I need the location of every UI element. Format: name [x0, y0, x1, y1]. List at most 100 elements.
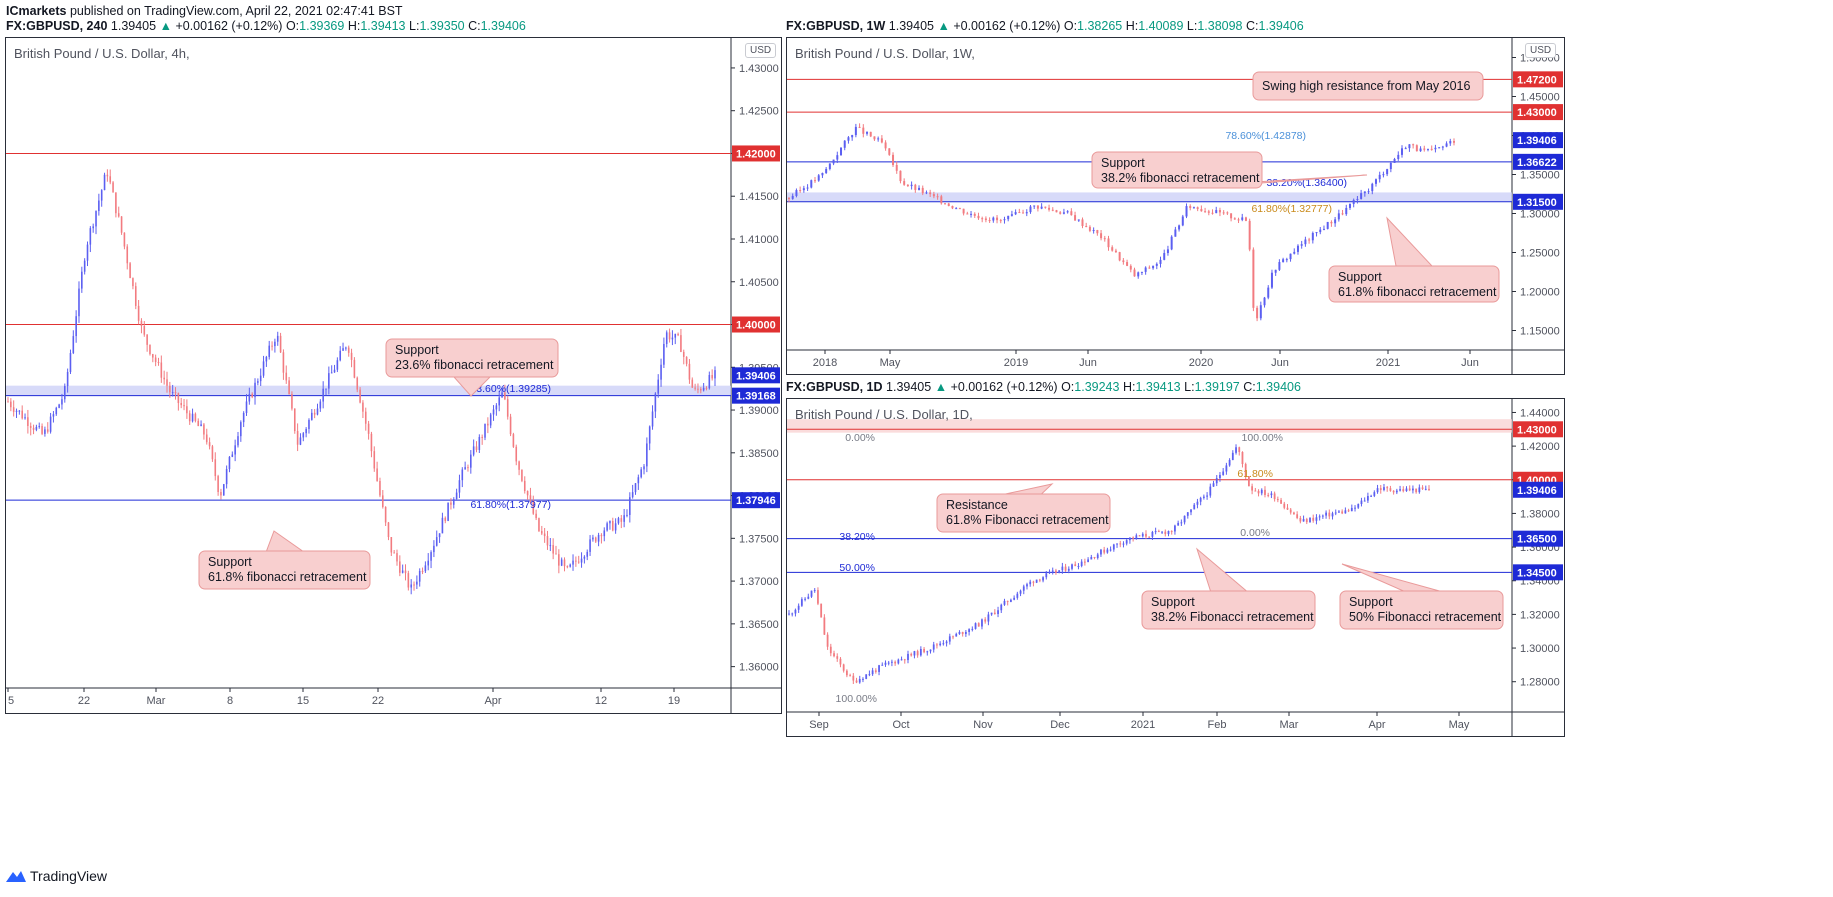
candle-body [274, 341, 276, 347]
y-tick-label: 1.43000 [739, 63, 779, 75]
candle-body [1051, 209, 1054, 211]
candle-body [614, 523, 617, 531]
candle-body [961, 632, 964, 635]
candle-body [237, 436, 239, 446]
candle-body [220, 492, 222, 496]
candle-body [836, 656, 839, 659]
symbol-label: FX:GBPUSD, 240 [6, 19, 108, 33]
x-tick-label: 2020 [1189, 357, 1213, 369]
callout-box [1252, 71, 1484, 101]
candle-body [1032, 581, 1035, 583]
x-tick-label: 8 [227, 695, 233, 707]
candle-body [1080, 561, 1083, 566]
candle-body [1357, 504, 1360, 508]
candle-body [345, 347, 347, 349]
candle-body [540, 531, 543, 534]
candle-body [629, 497, 631, 515]
candle-body [1325, 512, 1327, 516]
chart-canvas-4h[interactable]: 1.43000 1.42500 1.42000 1.41500 1.41000 1.405… [6, 38, 781, 713]
price-tag-label: 1.40000 [736, 320, 776, 332]
chart-panel-1d[interactable]: 1.440001.420001.400001.380001.360001.340… [786, 398, 1565, 737]
candle-body [977, 215, 980, 219]
candle-body [858, 126, 861, 128]
candle-body [1376, 488, 1379, 493]
price-tag-label: 1.47200 [1517, 74, 1557, 86]
candle-body [390, 537, 393, 553]
candle-body [1107, 238, 1110, 248]
candle-body [1181, 216, 1184, 226]
candle-body [72, 336, 75, 354]
candle-body [1402, 489, 1405, 492]
currency-badge[interactable]: USD [1525, 43, 1557, 58]
candle-body [1159, 259, 1162, 264]
candle-body [631, 492, 634, 498]
candle-body [945, 641, 948, 644]
chart-panel-4h[interactable]: 1.43000 1.42500 1.42000 1.41500 1.41000 1.405… [5, 37, 782, 714]
candle-body [328, 373, 330, 389]
candle-body [1114, 250, 1117, 253]
currency-badge[interactable]: USD [745, 43, 777, 58]
candle-body [191, 413, 194, 422]
chart-title: British Pound / U.S. Dollar, 1D, [795, 407, 973, 422]
candle-body [1088, 226, 1091, 231]
candle-body [804, 598, 806, 600]
y-tick-label: 1.15000 [1520, 326, 1560, 338]
candle-body [1395, 490, 1398, 493]
candle-body [1270, 493, 1273, 496]
candle-body [1077, 219, 1080, 221]
candle-body [1048, 571, 1051, 574]
candle-body [1228, 459, 1231, 466]
candle-body [942, 643, 945, 645]
candle-body [1244, 464, 1247, 477]
candle-body [410, 584, 412, 588]
chart-canvas-1w[interactable]: 1.500001.450001.400001.350001.300001.250… [787, 38, 1564, 374]
high-value: 1.39413 [1135, 380, 1181, 394]
low-value: 1.38098 [1197, 19, 1243, 33]
candle-body [208, 442, 211, 447]
candle-body [1276, 499, 1279, 501]
candle-body [814, 180, 817, 182]
candle-body [222, 484, 225, 496]
last-price: 1.39405 [886, 380, 932, 394]
candle-body [251, 393, 253, 398]
price-tag [732, 387, 780, 404]
chart-canvas-1d[interactable]: 1.440001.420001.400001.380001.360001.340… [787, 399, 1564, 736]
candle-body [589, 539, 591, 552]
candle-body [1264, 489, 1266, 495]
callout-pointer [265, 530, 305, 552]
candle-body [1218, 210, 1221, 213]
y-tick-label: 1.30000 [1520, 209, 1560, 221]
candle-body [1189, 206, 1192, 209]
candle-body [24, 417, 26, 419]
candle-body [1204, 211, 1207, 213]
y-tick-label: 1.45000 [1520, 92, 1560, 104]
candle-body [504, 392, 506, 400]
candle-body [955, 633, 958, 637]
tradingview-brand[interactable]: TradingView [6, 868, 107, 884]
candle-body [1018, 212, 1021, 214]
candle-body [921, 187, 924, 194]
x-tick-label: Oct [892, 719, 909, 731]
candle-body [640, 469, 642, 478]
candle-body [791, 195, 794, 199]
candle-body [1100, 233, 1103, 239]
callout-text: 38.2% fibonacci retracement [1101, 171, 1260, 185]
candle-body [438, 533, 441, 538]
x-tick-label: Jun [1461, 357, 1479, 369]
candle-body [884, 662, 887, 665]
change-value: +0.00162 (+0.12%) [175, 19, 283, 33]
candle-body [800, 599, 803, 606]
candle-body [1019, 590, 1022, 594]
candle-body [1211, 212, 1214, 214]
candle-body [1066, 211, 1069, 213]
callout-text: 50% Fibonacci retracement [1349, 610, 1502, 624]
author-name[interactable]: ICmarkets [6, 4, 67, 18]
candle-body [1000, 604, 1003, 611]
candle-body [1247, 476, 1250, 487]
candle-body [984, 218, 987, 221]
chart-panel-1w[interactable]: 1.500001.450001.400001.350001.300001.250… [786, 37, 1565, 375]
candle-body [962, 208, 965, 214]
candle-body [984, 619, 987, 622]
candle-body [1026, 584, 1028, 587]
candle-body [996, 217, 999, 221]
